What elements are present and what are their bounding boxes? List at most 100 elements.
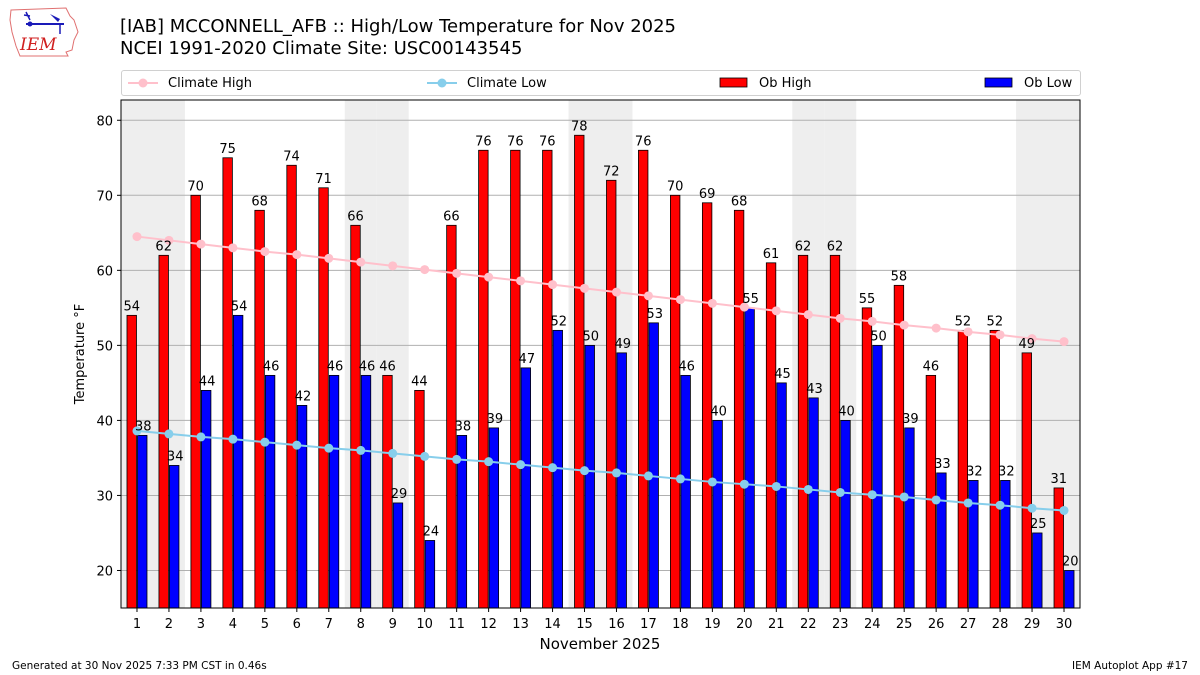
ob-high-label: 62 (155, 239, 172, 254)
ob-low-label: 49 (614, 337, 631, 352)
climate-low-point (292, 440, 302, 450)
ob-low-swatch-icon (984, 77, 1013, 88)
ob-low-bar (137, 435, 148, 609)
x-tick-label: 11 (448, 617, 465, 632)
ob-high-label: 76 (539, 134, 556, 149)
weekend-shade-16 (600, 100, 633, 608)
climate-high-point (1027, 334, 1037, 344)
climate-high-point (899, 320, 909, 330)
climate-high-point (324, 253, 334, 263)
ob-high-bar (893, 284, 905, 609)
ob-low-label: 40 (710, 404, 727, 419)
iem-logo: IEM (8, 6, 82, 58)
climate-low-point (228, 434, 238, 444)
climate-low-point (963, 498, 973, 508)
weekend-shade-8 (344, 100, 377, 608)
ob-high-bar (638, 149, 649, 609)
y-tick-label: 60 (96, 264, 113, 279)
ob-high-label: 49 (1019, 337, 1036, 352)
climate-high-point (835, 313, 845, 323)
climate-low-point (931, 495, 941, 505)
ob-high-bar (606, 179, 617, 609)
climate-low-point (388, 448, 398, 458)
ob-low-bar (776, 382, 787, 609)
ob-low-bar (648, 322, 659, 609)
weekend-shade-9 (376, 100, 409, 608)
x-tick-label: 19 (704, 617, 721, 632)
ob-high-label: 78 (571, 119, 588, 134)
ob-high-bar (286, 164, 297, 609)
ob-low-label: 42 (295, 389, 312, 404)
climate-high-line (136, 235, 1065, 343)
ob-low-bar (680, 374, 691, 609)
y-tick-label: 20 (96, 564, 113, 579)
ob-low-label: 38 (135, 419, 152, 434)
ob-high-bar (254, 209, 265, 609)
x-tick-label: 9 (389, 617, 397, 632)
climate-high-point (164, 235, 174, 245)
ob-low-label: 46 (327, 359, 344, 374)
ob-low-bar (424, 540, 436, 609)
ob-low-label: 24 (423, 524, 440, 539)
grid-lines (121, 119, 1080, 571)
ob-low-bar (904, 427, 915, 609)
climate-low-point (995, 500, 1005, 510)
ob-high-label: 76 (635, 134, 652, 149)
ob-low-label: 44 (199, 374, 216, 389)
x-tick-label: 3 (197, 617, 205, 632)
x-tick-label: 29 (1024, 617, 1041, 632)
ob-high-label: 52 (955, 314, 972, 329)
climate-high-point (931, 323, 941, 333)
climate-high-point (516, 276, 526, 286)
ob-high-swatch-icon (719, 77, 748, 88)
ob-high-bar (1021, 352, 1032, 609)
x-tick-label: 24 (864, 617, 881, 632)
climate-high-point (1059, 337, 1069, 347)
weekend-shade-1 (121, 100, 153, 608)
ob-high-label: 75 (219, 142, 236, 157)
ob-high-label: 71 (315, 172, 332, 187)
ob-high-bar (542, 149, 553, 609)
climate-low-swatch-icon (427, 78, 457, 88)
ob-high-label: 69 (699, 187, 716, 202)
ob-low-label: 34 (167, 449, 184, 464)
ob-high-bar (478, 149, 489, 609)
ob-high-label: 76 (475, 134, 492, 149)
climate-high-point (675, 295, 685, 305)
ob-high-label: 72 (603, 164, 620, 179)
legend-label: Ob High (759, 75, 812, 91)
ob-high-label: 68 (251, 194, 268, 209)
ob-high-label: 44 (411, 374, 428, 389)
ob-high-label: 70 (187, 179, 204, 194)
ob-low-bar (1000, 480, 1011, 609)
x-tick-label: 1 (133, 617, 141, 632)
ob-low-label: 32 (966, 464, 983, 479)
climate-high-point (356, 257, 366, 267)
ob-low-label: 29 (391, 487, 408, 502)
climate-low-point (548, 463, 558, 473)
legend-label: Ob Low (1024, 75, 1073, 91)
x-tick-label: 2 (165, 617, 173, 632)
ob-low-label: 33 (934, 457, 951, 472)
logo-text: IEM (19, 35, 57, 55)
ob-high-bar (318, 187, 329, 609)
ob-high-bar (446, 224, 457, 609)
x-tick-label: 10 (416, 617, 433, 632)
ob-low-label: 50 (582, 329, 599, 344)
legend-item-ob-low: Ob Low (984, 74, 1072, 92)
ob-low-bar (232, 314, 244, 609)
climate-low-point (1027, 503, 1037, 513)
climate-low-point (164, 429, 174, 439)
ob-low-label: 50 (870, 329, 887, 344)
x-tick-label: 20 (736, 617, 753, 632)
climate-low-point (580, 466, 590, 476)
weekend-shade-15 (568, 100, 601, 608)
ob-high-label: 66 (443, 209, 460, 224)
climate-high-swatch-icon (128, 78, 158, 88)
ob-low-label: 43 (806, 382, 823, 397)
y-tick-label: 40 (96, 414, 113, 429)
x-tick-label: 12 (480, 617, 497, 632)
ob-high-bar (414, 389, 425, 609)
x-tick-label: 25 (896, 617, 913, 632)
